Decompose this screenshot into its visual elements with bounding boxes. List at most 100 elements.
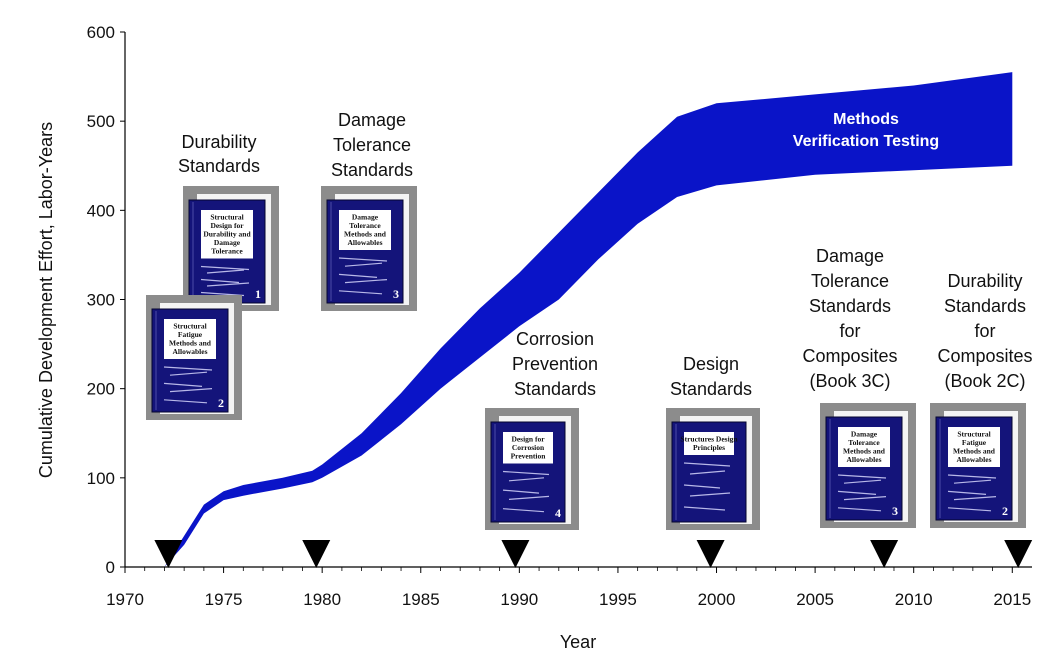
book-cover-art xyxy=(683,462,731,467)
book-title-line: Tolerance xyxy=(349,221,381,230)
dtc-label-line5: Composites xyxy=(802,346,897,366)
book-number: 3 xyxy=(393,287,399,301)
book-cover-art xyxy=(338,290,383,295)
book-cover-art xyxy=(683,484,721,489)
book-cover-art xyxy=(338,257,388,262)
book-cover-art xyxy=(837,507,882,512)
durc-label-line4: Composites xyxy=(937,346,1032,366)
book-number: 3 xyxy=(892,504,898,518)
durability-label-line2: Standards xyxy=(178,156,260,176)
book-number: 1 xyxy=(255,287,261,301)
book-cover-art xyxy=(206,269,245,274)
dtc-label-line6: (Book 3C) xyxy=(809,371,890,391)
design-label-line2: Standards xyxy=(670,379,752,399)
durc-label-line2: Standards xyxy=(944,296,1026,316)
durability-label-line1: Durability xyxy=(181,132,256,152)
book-title-box xyxy=(948,427,1000,467)
book-cover-art xyxy=(837,474,887,479)
corrosion-standards-label: Corrosion Prevention Standards xyxy=(512,329,598,399)
book-title-box xyxy=(164,319,216,359)
x-tick-label: 2000 xyxy=(698,590,736,609)
durc-label-line1: Durability xyxy=(947,271,1022,291)
corrosion-label-line1: Corrosion xyxy=(516,329,594,349)
x-tick-label: 1975 xyxy=(205,590,243,609)
book-title-line: Design for xyxy=(511,435,545,444)
y-tick-label: 500 xyxy=(87,112,115,131)
book-title-line: Durability and xyxy=(203,230,251,239)
book-cover-art xyxy=(683,506,726,511)
book-title-line: Tolerance xyxy=(848,438,880,447)
durability-standards-label: Durability Standards xyxy=(178,132,260,176)
book-title-line: Methods and xyxy=(953,447,996,456)
book-title-line: Methods and xyxy=(344,230,387,239)
x-tick-label: 1970 xyxy=(106,590,144,609)
durc-label-line5: (Book 2C) xyxy=(944,371,1025,391)
book-cover-art xyxy=(169,371,208,376)
dtc-label-line3: Standards xyxy=(809,296,891,316)
book-title-line: Allowables xyxy=(347,238,382,247)
book-title-box xyxy=(503,432,553,464)
y-tick-label: 100 xyxy=(87,469,115,488)
book-cover-art xyxy=(947,507,992,512)
book-title-line: Principles xyxy=(693,443,725,452)
book-title-box xyxy=(339,210,391,250)
book-number: 2 xyxy=(1002,504,1008,518)
x-tick-label: 1980 xyxy=(303,590,341,609)
book-cover-art xyxy=(163,399,208,404)
milestone-triangle xyxy=(154,540,183,568)
book-cover-art xyxy=(344,279,388,284)
book-title-line: Allowables xyxy=(956,455,991,464)
book-cover-art xyxy=(843,496,887,501)
book-cover-art xyxy=(206,282,250,287)
book-title-box xyxy=(684,432,734,455)
dtc-label-line4: for xyxy=(839,321,860,341)
milestone-triangle xyxy=(696,540,725,568)
book-cover-art xyxy=(502,470,550,476)
book-title-line: Fatigue xyxy=(962,438,987,447)
milestone-triangle xyxy=(1004,540,1033,568)
book-title-line: Damage xyxy=(352,213,379,222)
book-title-line: Tolerance xyxy=(211,247,243,256)
book-title-box xyxy=(201,210,253,259)
book-cover-art xyxy=(502,489,540,494)
book-title-line: Allowables xyxy=(172,347,207,356)
book-cover-art xyxy=(947,474,997,479)
book-cover-art xyxy=(953,496,997,501)
book-title-line: Damage xyxy=(214,238,241,247)
book-cover-art xyxy=(508,495,550,500)
book-title-line: Design for xyxy=(210,221,244,230)
y-tick-label: 400 xyxy=(87,201,115,220)
book-title-box xyxy=(838,427,890,467)
book-cover-art xyxy=(200,278,240,284)
y-tick-label: 0 xyxy=(106,558,115,577)
book-cover-art xyxy=(689,470,726,475)
book-cover-art xyxy=(163,382,203,387)
dtc-label-line2: Tolerance xyxy=(811,271,889,291)
book-cover-art xyxy=(163,366,213,371)
book-title-line: Fatigue xyxy=(178,330,203,339)
x-tick-label: 2005 xyxy=(796,590,834,609)
book-title-line: Methods and xyxy=(169,339,212,348)
book-title-line: Methods and xyxy=(843,447,886,456)
book-title-line: Damage xyxy=(851,430,878,439)
book-title-line: Structures Design xyxy=(680,435,738,444)
design-standards-label: Design Standards xyxy=(670,354,752,399)
book-cover-art xyxy=(953,479,992,484)
book-cover-art xyxy=(169,388,213,393)
y-axis-ticks: 0 100 200 300 400 500 600 xyxy=(87,23,125,577)
damage-tolerance-standards-label: Damage Tolerance Standards xyxy=(331,110,413,180)
book-title-line: Structural xyxy=(210,213,243,222)
book-cover-art xyxy=(843,479,882,484)
x-axis-title: Year xyxy=(560,632,596,652)
book-cover-art xyxy=(338,273,378,278)
book-cover-art xyxy=(689,492,731,497)
corrosion-label-line2: Prevention xyxy=(512,354,598,374)
